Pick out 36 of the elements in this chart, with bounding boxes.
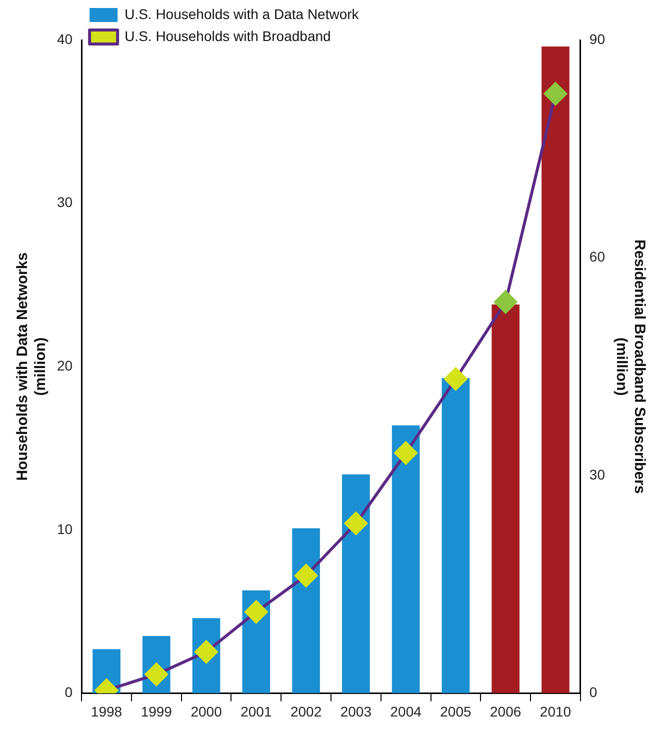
bar: [442, 378, 470, 694]
y-tick-label: 10: [56, 520, 73, 537]
x-tick-label: 2004: [390, 703, 422, 720]
y-tick-label: 30: [56, 194, 73, 210]
point: [294, 564, 318, 588]
bar: [392, 425, 420, 694]
y2-tick-label: 30: [589, 466, 606, 482]
y-tick-label: 20: [56, 357, 73, 374]
bar: [342, 474, 370, 694]
x-tick-label: 2002: [290, 703, 322, 720]
bar: [292, 528, 320, 694]
y2-tick-label: 0: [589, 684, 598, 700]
point: [344, 512, 368, 535]
point: [494, 290, 518, 314]
point: [244, 600, 268, 624]
y2-axis-title: Residential Broadband Subscribers (million): [612, 239, 648, 494]
y-axis-title: Households with Data Networks (million): [14, 252, 50, 481]
y-tick-label: 0: [64, 684, 73, 700]
point: [444, 367, 468, 390]
y2-tick-label: 60: [589, 248, 606, 265]
x-tick-label: 2000: [190, 703, 222, 720]
bar: [492, 304, 520, 694]
x-tick-label: 1998: [90, 703, 122, 720]
legend-label: U.S. Households with Broadband: [124, 28, 331, 44]
x-tick-label: 2001: [240, 703, 272, 720]
x-tick-label: 2006: [490, 703, 522, 720]
x-tick-label: 2003: [340, 703, 372, 720]
x-tick-label: 2010: [540, 703, 572, 720]
x-tick-label: 2005: [440, 703, 472, 720]
y-tick-label: 40: [56, 30, 73, 47]
point: [394, 441, 418, 464]
y2-tick-label: 90: [589, 30, 606, 47]
legend-label: U.S. Households with a Data Network: [124, 6, 360, 22]
point: [544, 82, 567, 106]
x-tick-label: 1999: [140, 703, 172, 720]
bar: [542, 46, 570, 694]
